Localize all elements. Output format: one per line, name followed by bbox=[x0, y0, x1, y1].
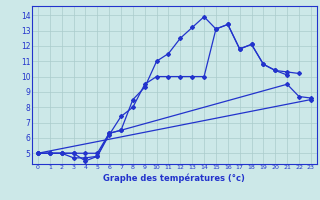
X-axis label: Graphe des températures (°c): Graphe des températures (°c) bbox=[103, 173, 245, 183]
